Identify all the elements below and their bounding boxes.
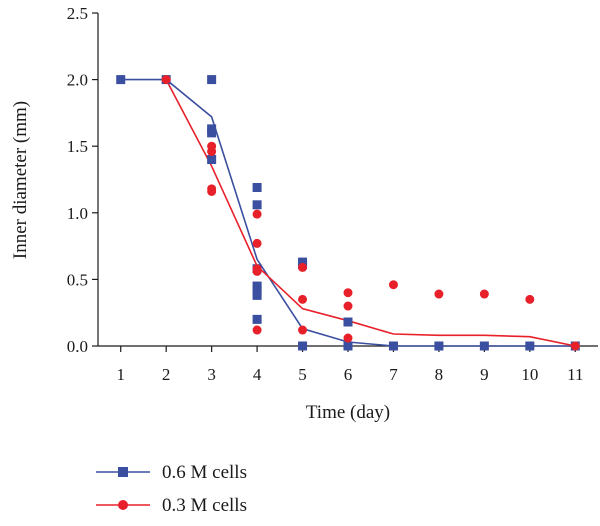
x-tick-label: 11 — [567, 365, 583, 384]
legend-circle-marker — [118, 500, 128, 510]
legend-square-marker — [118, 467, 128, 477]
data-point-circle — [298, 325, 308, 335]
data-point-circle — [252, 209, 262, 219]
legend-label-0-3m: 0.3 M cells — [162, 495, 247, 516]
data-point-circle — [388, 280, 398, 290]
data-point-square — [252, 314, 262, 324]
data-point-square — [252, 200, 262, 210]
y-tick-label: 1.0 — [67, 204, 88, 223]
y-ticks: 0.0 0.5 1.0 1.5 2.0 2.5 — [67, 4, 98, 356]
data-point-square — [116, 75, 126, 85]
x-tick-label: 2 — [162, 365, 171, 384]
y-tick-label: 0.0 — [67, 337, 88, 356]
x-ticks: 1 2 3 4 5 6 7 8 9 10 11 — [116, 346, 583, 384]
data-point-square — [479, 341, 489, 351]
x-tick-label: 6 — [344, 365, 353, 384]
data-point-square — [525, 341, 535, 351]
data-point-square — [343, 341, 353, 351]
data-point-circle — [479, 289, 489, 299]
y-tick-label: 2.5 — [67, 4, 88, 23]
data-point-circle — [434, 289, 444, 299]
x-axis-title: Time (day) — [306, 402, 390, 423]
data-point-square — [207, 128, 217, 138]
data-point-circle — [343, 301, 353, 311]
data-point-circle — [252, 238, 262, 248]
data-point-circle — [343, 288, 353, 298]
data-point-circle — [207, 186, 217, 196]
data-point-circle — [161, 75, 171, 85]
data-point-circle — [207, 147, 217, 157]
legend-item-0-3m: 0.3 M cells — [96, 495, 247, 516]
data-point-circle — [252, 266, 262, 276]
data-point-circle — [298, 294, 308, 304]
y-tick-label: 0.5 — [67, 270, 88, 289]
data-point-square — [207, 155, 217, 165]
data-point-circle — [343, 333, 353, 343]
data-point-square — [388, 341, 398, 351]
data-point-square — [343, 317, 353, 327]
x-tick-label: 8 — [435, 365, 444, 384]
data-point-circle — [252, 325, 262, 335]
y-axis-title: Inner diameter (mm) — [10, 101, 31, 259]
legend-label-0-6m: 0.6 M cells — [162, 462, 247, 483]
legend: 0.6 M cells 0.3 M cells — [96, 462, 247, 516]
x-tick-label: 4 — [253, 365, 262, 384]
series-points — [116, 75, 580, 351]
y-tick-label: 2.0 — [67, 71, 88, 90]
x-tick-label: 7 — [389, 365, 398, 384]
data-point-square — [252, 182, 262, 192]
y-tick-label: 1.5 — [67, 137, 88, 156]
x-tick-label: 10 — [521, 365, 538, 384]
data-point-square — [298, 341, 308, 351]
data-point-circle — [525, 294, 535, 304]
data-point-square — [207, 75, 217, 85]
x-tick-label: 9 — [480, 365, 489, 384]
data-point-square — [252, 290, 262, 300]
data-point-square — [434, 341, 444, 351]
x-tick-label: 5 — [298, 365, 307, 384]
x-tick-label: 3 — [207, 365, 216, 384]
data-point-circle — [298, 262, 308, 272]
legend-item-0-6m: 0.6 M cells — [96, 462, 247, 483]
series-line-1 — [165, 79, 576, 347]
x-tick-label: 1 — [116, 365, 125, 384]
data-point-square — [252, 285, 262, 295]
data-point-circle — [570, 341, 580, 351]
